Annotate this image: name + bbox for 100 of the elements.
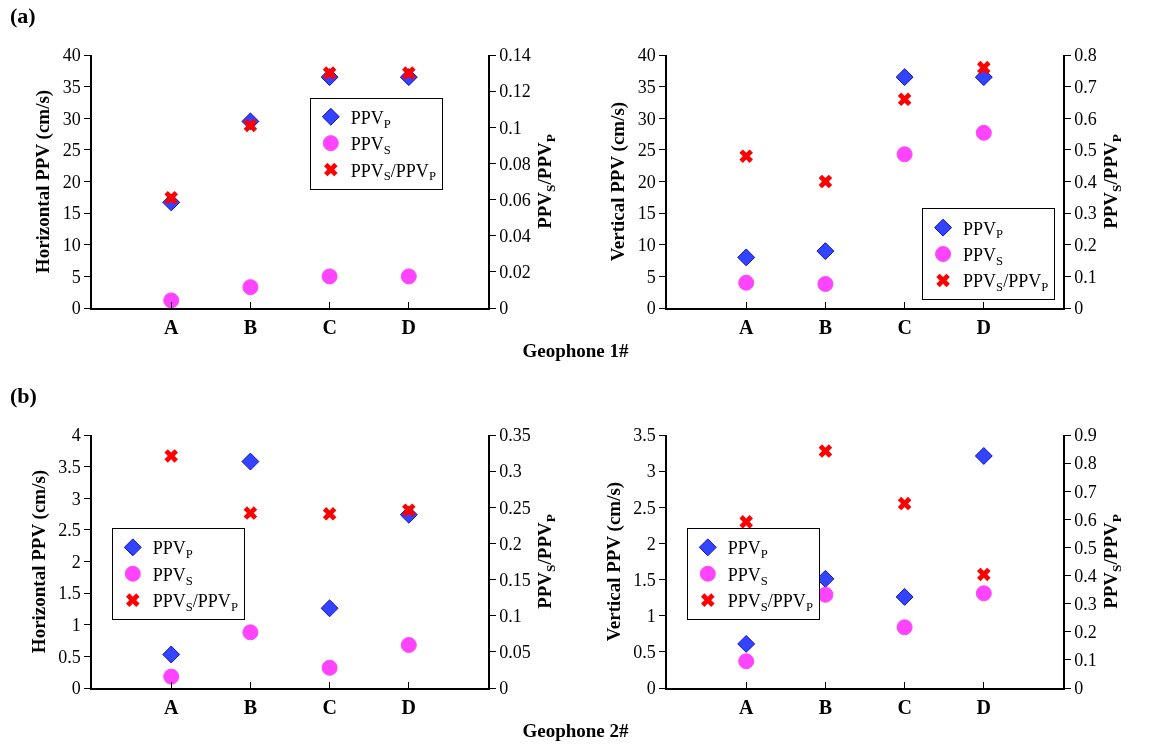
y-tick-label: 3 — [71, 488, 81, 509]
y2-tick-label: 0.8 — [1074, 453, 1097, 474]
y2-tick-label: 0.1 — [1074, 650, 1097, 671]
y-tick-label: 3.5 — [58, 456, 81, 477]
y2-tick-label: 0.8 — [1074, 45, 1097, 66]
y2-tick-label: 0.3 — [499, 461, 522, 482]
y2-tick-label: 0.4 — [1074, 565, 1097, 586]
legend-label: PPV$_{P}$ — [727, 538, 768, 562]
y2-tick-label: 0.2 — [1074, 235, 1097, 256]
y-tick-label: 30 — [637, 108, 656, 129]
y2-tick-label: 0.05 — [499, 642, 531, 663]
y2-tick-label: 0.25 — [499, 497, 531, 518]
y-tick-label: 4 — [71, 425, 81, 446]
x-tick-label: A — [163, 315, 179, 338]
y-tick-label: 25 — [62, 140, 81, 161]
y-tick-label: 15 — [62, 203, 81, 224]
x-axis-title: Geophone 1# — [521, 340, 630, 362]
x-tick-label: A — [163, 695, 179, 718]
y-tick-label: 5 — [646, 266, 656, 287]
legend-label: PPV$_{P}$ — [963, 218, 1004, 242]
y-tick-label: 3.5 — [633, 425, 656, 446]
y2-tick-label: 0.1 — [1074, 266, 1097, 287]
y2-tick-label: 0.04 — [499, 226, 531, 247]
x-tick-label: C — [322, 315, 337, 338]
y2-tick-label: 0.08 — [499, 153, 531, 174]
y2-tick-label: 0.5 — [1074, 537, 1097, 558]
y-tick-label: 0.5 — [58, 646, 81, 667]
y-tick-label: 2.5 — [633, 497, 656, 518]
y-tick-label: 35 — [637, 76, 656, 97]
x-tick-label: C — [322, 695, 337, 718]
x-axis-title: Geophone 2# — [521, 720, 630, 742]
legend-label: PPV$_{P}$ — [152, 538, 193, 562]
y-tick-label: 2 — [71, 551, 81, 572]
x-tick-label: A — [738, 695, 754, 718]
y-tick-label: 1 — [71, 615, 81, 636]
y-tick-label: 5 — [71, 266, 81, 287]
x-tick-label: C — [897, 695, 912, 718]
y-axis-title: Vertical PPV (cm/s) — [607, 101, 629, 262]
y-tick-label: 25 — [637, 140, 656, 161]
y-tick-label: 0 — [71, 678, 81, 699]
x-tick-label: D — [976, 315, 992, 338]
legend-label: PPV$_{S}$/PPV$_{P}$ — [152, 591, 238, 614]
y2-tick-label: 0.3 — [1074, 593, 1097, 614]
legend-label: PPV$_{S}$/PPV$_{P}$ — [350, 160, 436, 184]
y-tick-label: 1 — [646, 606, 656, 627]
y2-tick-label: 0.2 — [499, 533, 522, 554]
y2-tick-label: 0.1 — [499, 117, 522, 138]
y2-tick-label: 0 — [499, 678, 509, 699]
y2-tick-label: 0 — [1074, 298, 1084, 319]
legend-label: PPV$_{S}$ — [727, 564, 768, 588]
y-tick-label: 10 — [62, 235, 81, 256]
x-tick-label: A — [738, 315, 754, 338]
y2-tick-label: 0.9 — [1074, 425, 1097, 446]
legend-label: PPV$_{P}$ — [350, 107, 391, 131]
text: (a) — [10, 3, 36, 29]
y-tick-label: 0 — [646, 298, 656, 319]
y2-tick-label: 0.12 — [499, 81, 531, 102]
x-tick-label: B — [243, 315, 258, 338]
y2-tick-label: 0.14 — [499, 45, 531, 66]
y-axis-title: Horizontal PPV (cm/s) — [32, 89, 54, 274]
y2-tick-label: 0.6 — [1074, 509, 1097, 530]
y-tick-label: 20 — [62, 171, 81, 192]
y-tick-label: 40 — [62, 45, 81, 66]
y2-tick-label: 0.15 — [499, 569, 531, 590]
y-tick-label: 0 — [71, 298, 81, 319]
legend-label: PPV$_{S}$ — [152, 564, 193, 588]
x-tick-label: D — [401, 695, 417, 718]
x-tick-label: B — [243, 695, 258, 718]
y2-tick-label: 0.1 — [499, 606, 522, 627]
y2-tick-label: 0.02 — [499, 262, 531, 283]
y2-tick-label: 0.6 — [1074, 108, 1097, 129]
legend-label: PPV$_{S}$/PPV$_{P}$ — [963, 271, 1049, 295]
y-tick-label: 40 — [637, 45, 656, 66]
legend-label: PPV$_{S}$ — [963, 245, 1004, 268]
y-tick-label: 2.5 — [58, 520, 81, 541]
y2-tick-label: 0.4 — [1074, 171, 1097, 192]
y2-tick-label: 0.5 — [1074, 140, 1097, 161]
legend-label: PPV$_{S}$ — [350, 134, 391, 157]
x-tick-label: B — [818, 695, 833, 718]
y2-tick-label: 0.2 — [1074, 622, 1097, 643]
y2-tick-label: 0.7 — [1074, 76, 1097, 97]
x-tick-label: B — [818, 315, 833, 338]
y2-tick-label: 0 — [499, 298, 509, 319]
y-tick-label: 2 — [646, 533, 656, 554]
y-tick-label: 20 — [637, 171, 656, 192]
x-tick-label: D — [401, 315, 417, 338]
legend-label: PPV$_{S}$/PPV$_{P}$ — [727, 591, 813, 614]
y2-tick-label: 0.06 — [499, 189, 531, 210]
y-tick-label: 1.5 — [58, 583, 81, 604]
y-axis-title: Vertical PPV (cm/s) — [602, 481, 625, 642]
y2-tick-label: 0 — [1074, 678, 1084, 699]
y-tick-label: 3 — [646, 461, 656, 482]
y-tick-label: 15 — [637, 203, 656, 224]
y-tick-label: 35 — [62, 76, 81, 97]
y-tick-label: 0 — [646, 678, 656, 699]
x-tick-label: D — [976, 695, 992, 718]
y2-tick-label: 0.3 — [1074, 203, 1097, 224]
text: (b) — [10, 383, 37, 409]
y2-tick-label: 0.7 — [1074, 481, 1097, 502]
y-tick-label: 30 — [62, 108, 81, 129]
